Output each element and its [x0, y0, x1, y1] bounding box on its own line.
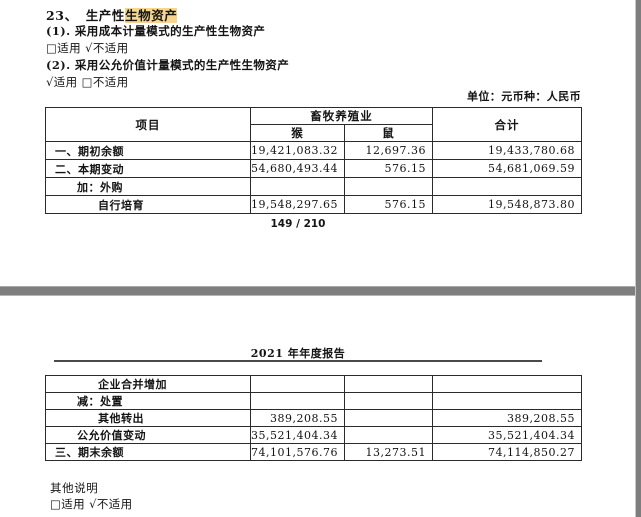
- row-label: 公允价值变动: [45, 426, 251, 444]
- cell-total: 74,114,850.27: [432, 443, 582, 461]
- cell-monkey: [250, 177, 345, 196]
- page-number-indicator: 149 / 210: [270, 218, 326, 230]
- cell-monkey: [250, 392, 345, 410]
- row-label: 自行培育: [45, 195, 251, 214]
- viewer-background-gutter: [635, 0, 641, 517]
- report-header-title: 2021 年年度报告: [250, 347, 346, 360]
- table-row: 二、本期变动 54,680,493.44 576.15 54,681,069.5…: [45, 159, 582, 178]
- table-row: 三、期末余额 74,101,576.76 13,273.51 74,114,85…: [45, 443, 582, 461]
- cell-monkey: [250, 375, 345, 393]
- row-label: 减：处置: [45, 392, 251, 410]
- table-row: 企业合并增加: [45, 375, 582, 393]
- header-rule: [54, 360, 542, 362]
- cell-total: [432, 392, 582, 410]
- cell-total: [432, 177, 582, 196]
- cell-total: 54,681,069.59: [432, 159, 582, 178]
- column-header-total: 合计: [432, 107, 582, 142]
- cell-total: 35,521,404.34: [432, 426, 582, 444]
- cell-total: 19,548,873.80: [432, 195, 582, 214]
- cell-monkey: 389,208.55: [250, 409, 345, 427]
- biological-assets-table-continued: 企业合并增加 减：处置 其他转出 389,208.55 389,208.55 公…: [45, 375, 582, 461]
- cell-mouse: 12,697.36: [344, 141, 433, 160]
- cell-total: 389,208.55: [432, 409, 582, 427]
- column-header-monkey: 猴: [250, 124, 345, 142]
- table-row: 其他转出 389,208.55 389,208.55: [45, 409, 582, 427]
- cell-monkey: 19,421,083.32: [250, 141, 345, 160]
- row-label: 二、本期变动: [45, 159, 251, 178]
- cell-mouse: 576.15: [344, 195, 433, 214]
- row-label: 其他转出: [45, 409, 251, 427]
- cell-mouse: [344, 375, 433, 393]
- row-label: 加：外购: [45, 177, 251, 196]
- section-title-plain: 生产性: [85, 8, 126, 23]
- subsection-1-title: (1). 采用成本计量模式的生产性生物资产: [46, 24, 266, 38]
- subsection-2-title: (2). 采用公允价值计量模式的生产性生物资产: [46, 58, 290, 72]
- table-row: 减：处置: [45, 392, 582, 410]
- row-label: 一、期初余额: [45, 141, 251, 160]
- row-label: 企业合并增加: [45, 375, 251, 393]
- column-header-mouse: 鼠: [344, 124, 433, 142]
- table-row: 自行培育 19,548,297.65 576.15 19,548,873.80: [45, 195, 582, 214]
- cell-mouse: 13,273.51: [344, 443, 433, 461]
- page-separator: [0, 286, 641, 296]
- section-title-highlighted: 生物资产: [125, 8, 178, 23]
- biological-assets-table-top: 项目 畜牧养殖业 合计 猴 鼠 一、期初余额 19,421,083.32 12,…: [45, 107, 582, 214]
- table-row: 加：外购: [45, 177, 582, 196]
- other-notes-applicability: □适用 √不适用: [50, 497, 133, 511]
- cell-monkey: 35,521,404.34: [250, 426, 345, 444]
- column-header-livestock-group: 畜牧养殖业: [250, 107, 433, 125]
- row-label: 三、期末余额: [45, 443, 251, 461]
- cell-mouse: 576.15: [344, 159, 433, 178]
- cell-monkey: 19,548,297.65: [250, 195, 345, 214]
- cell-mouse: [344, 392, 433, 410]
- section-title: 23、 生产性生物资产: [46, 5, 178, 24]
- cell-monkey: 54,680,493.44: [250, 159, 345, 178]
- table-row: 公允价值变动 35,521,404.34 35,521,404.34: [45, 426, 582, 444]
- table-row: 一、期初余额 19,421,083.32 12,697.36 19,433,78…: [45, 141, 582, 160]
- cell-mouse: [344, 426, 433, 444]
- section-number: 23、: [46, 8, 78, 23]
- column-header-item: 项目: [45, 107, 251, 142]
- cell-total: 19,433,780.68: [432, 141, 582, 160]
- currency-unit-note: 单位：元币种：人民币: [467, 90, 581, 103]
- subsection-2-applicability: √适用 □不适用: [46, 75, 129, 89]
- other-notes-title: 其他说明: [50, 481, 99, 495]
- cell-total: [432, 375, 582, 393]
- subsection-1-applicability: □适用 √不适用: [46, 41, 129, 55]
- cell-mouse: [344, 409, 433, 427]
- cell-mouse: [344, 177, 433, 196]
- cell-monkey: 74,101,576.76: [250, 443, 345, 461]
